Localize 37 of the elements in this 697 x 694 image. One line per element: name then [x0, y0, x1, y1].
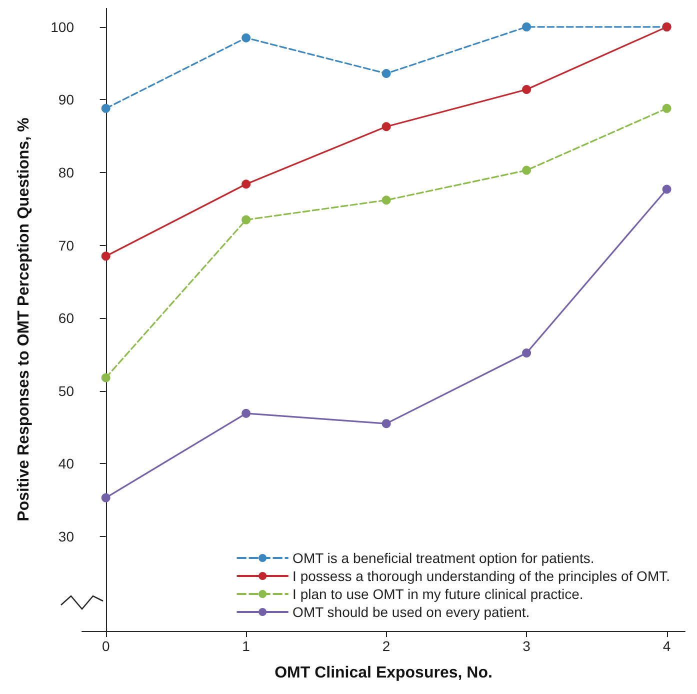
- y-tick-label: 40: [58, 456, 74, 472]
- point: [382, 69, 391, 78]
- y-tick-label: 70: [58, 237, 74, 254]
- point: [522, 348, 532, 358]
- point: [662, 184, 672, 194]
- point: [522, 166, 532, 175]
- y-tick-label: 50: [58, 382, 74, 399]
- legend-label: OMT should be used on every patient.: [292, 604, 530, 620]
- y-axis-title: Positive Responses to OMT Perception Questions, %: [16, 118, 32, 522]
- point: [662, 104, 672, 113]
- point: [242, 180, 251, 189]
- y-tick-label: 90: [58, 92, 74, 108]
- legend-label: I possess a thorough understanding of the principles of OMT.: [292, 568, 670, 584]
- point: [522, 85, 532, 94]
- y-tick-label: 30: [58, 528, 74, 544]
- y-tick-label: 100: [50, 18, 74, 35]
- x-axis-title: OMT Clinical Exposures, No.: [274, 664, 492, 682]
- point: [242, 33, 251, 42]
- point: [101, 373, 110, 382]
- point: [382, 122, 391, 132]
- point: [242, 408, 251, 418]
- x-tick-label: 3: [522, 638, 531, 654]
- point: [382, 196, 391, 205]
- legend-label: OMT is a beneficial treatment option for patients.: [292, 550, 594, 566]
- point: [382, 419, 391, 428]
- y-tick-label: 80: [58, 164, 74, 180]
- x-tick-label: 2: [382, 638, 390, 654]
- x-tick-label: 1: [242, 638, 250, 654]
- legend-label: I plan to use OMT in my future clinical practice.: [292, 586, 584, 602]
- point: [101, 252, 110, 261]
- y-tick-label: 60: [58, 310, 74, 326]
- point: [522, 22, 532, 32]
- point: [101, 493, 110, 502]
- x-tick-label: 0: [102, 638, 110, 654]
- point: [242, 215, 251, 224]
- x-tick-label: 4: [662, 638, 671, 654]
- point: [101, 104, 110, 113]
